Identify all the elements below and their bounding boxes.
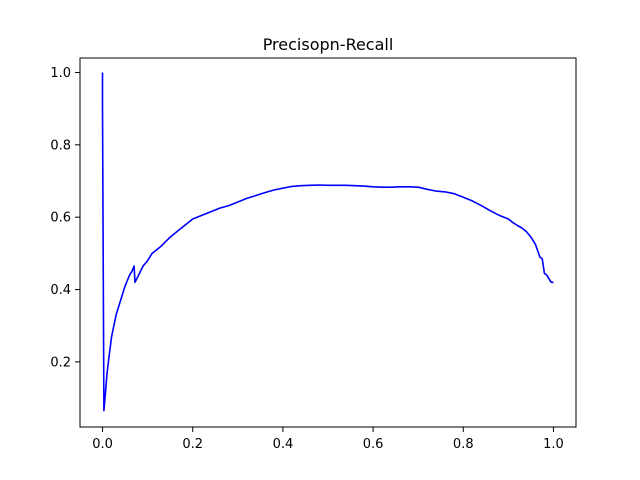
x-tick-label: 0.8 [453, 437, 474, 452]
y-tick-label: 0.6 [50, 211, 71, 226]
y-tick-label: 0.2 [50, 355, 71, 370]
pr-curve-line [101, 72, 554, 412]
y-tick-label: 0.4 [50, 283, 71, 298]
x-tick-label: 0.4 [273, 437, 294, 452]
x-tick-label: 1.0 [543, 437, 564, 452]
plot-area [79, 57, 577, 428]
y-tick-label: 0.8 [50, 138, 71, 153]
x-tick-label: 0.2 [182, 437, 203, 452]
chart-title: Precisopn-Recall [263, 35, 394, 54]
series-layer [101, 72, 554, 412]
x-tick-label: 0.6 [363, 437, 384, 452]
y-tick-label: 1.0 [50, 66, 71, 81]
x-axis: 0.0 0.2 0.4 0.6 0.8 1.0 [92, 427, 564, 452]
x-tick-label: 0.0 [92, 437, 113, 452]
y-axis: 0.2 0.4 0.6 0.8 1.0 [50, 66, 80, 370]
